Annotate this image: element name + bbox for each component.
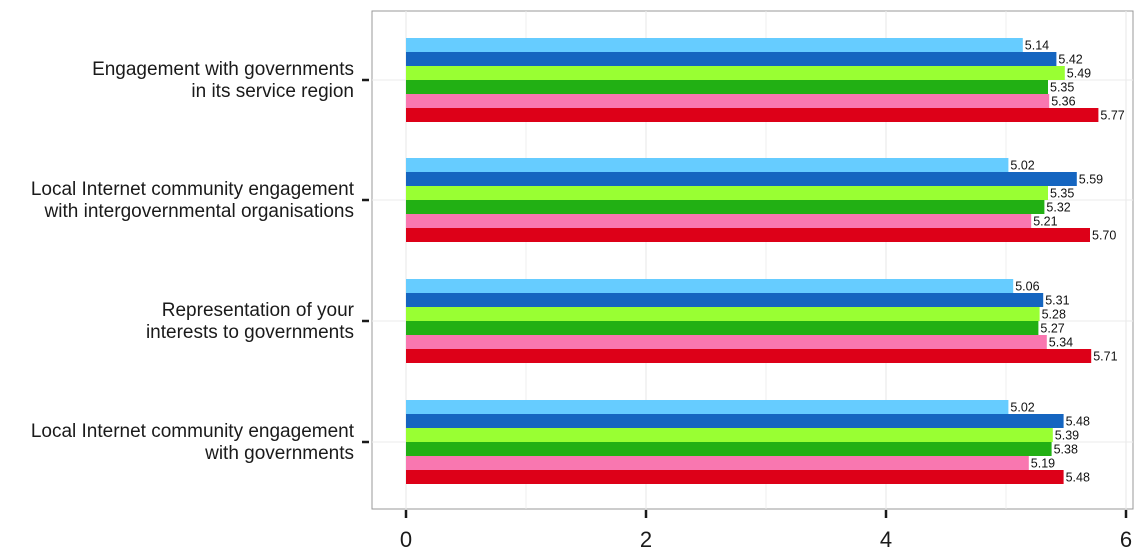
bar bbox=[406, 349, 1092, 363]
category-label: Representation of your bbox=[162, 300, 355, 321]
x-tick-label: 4 bbox=[880, 527, 892, 552]
bar bbox=[406, 321, 1039, 335]
bar bbox=[406, 414, 1064, 428]
bar-value-label: 5.21 bbox=[1033, 215, 1057, 229]
bar-value-label: 5.34 bbox=[1049, 336, 1073, 350]
bar bbox=[406, 400, 1009, 414]
bar bbox=[406, 80, 1048, 94]
bar bbox=[406, 228, 1090, 242]
bar-value-label: 5.02 bbox=[1010, 159, 1034, 173]
bar bbox=[406, 94, 1050, 108]
bar-value-label: 5.27 bbox=[1040, 322, 1064, 336]
bar bbox=[406, 214, 1032, 228]
bar-value-label: 5.48 bbox=[1066, 471, 1090, 485]
bar-value-label: 5.71 bbox=[1093, 350, 1117, 364]
bar-value-label: 5.48 bbox=[1066, 415, 1090, 429]
bar-value-label: 5.36 bbox=[1051, 95, 1075, 109]
bar-value-label: 5.77 bbox=[1100, 109, 1124, 123]
bar bbox=[406, 307, 1040, 321]
category-label: with intergovernmental organisations bbox=[44, 201, 354, 222]
bar bbox=[406, 442, 1052, 456]
category-label: Local Internet community engagement bbox=[31, 421, 355, 442]
category-label: with governments bbox=[204, 443, 354, 464]
bar-value-label: 5.31 bbox=[1045, 294, 1069, 308]
bar bbox=[406, 293, 1044, 307]
bar bbox=[406, 200, 1045, 214]
bar-value-label: 5.49 bbox=[1067, 67, 1091, 81]
bar-value-label: 5.19 bbox=[1031, 457, 1055, 471]
bar bbox=[406, 158, 1009, 172]
category-label: interests to governments bbox=[146, 322, 354, 343]
bar bbox=[406, 279, 1014, 293]
bar-value-label: 5.02 bbox=[1010, 401, 1034, 415]
bar bbox=[406, 186, 1048, 200]
bar-value-label: 5.59 bbox=[1079, 173, 1103, 187]
x-tick-label: 6 bbox=[1120, 527, 1132, 552]
bar-value-label: 5.06 bbox=[1015, 280, 1039, 294]
bar bbox=[406, 470, 1064, 484]
bar bbox=[406, 335, 1047, 349]
bar-value-label: 5.32 bbox=[1046, 201, 1070, 215]
bar bbox=[406, 52, 1057, 66]
x-tick-label: 2 bbox=[640, 527, 652, 552]
bar bbox=[406, 38, 1023, 52]
x-tick-label: 0 bbox=[400, 527, 412, 552]
bar-value-label: 5.38 bbox=[1054, 443, 1078, 457]
bar bbox=[406, 108, 1099, 122]
bar-value-label: 5.39 bbox=[1055, 429, 1079, 443]
category-label: Engagement with governments bbox=[92, 59, 354, 80]
category-label: in its service region bbox=[191, 81, 354, 102]
bar-value-label: 5.35 bbox=[1050, 81, 1074, 95]
bar-value-label: 5.28 bbox=[1042, 308, 1066, 322]
bar-value-label: 5.35 bbox=[1050, 187, 1074, 201]
bar-value-label: 5.14 bbox=[1025, 39, 1049, 53]
bar bbox=[406, 172, 1077, 186]
category-label: Local Internet community engagement bbox=[31, 179, 355, 200]
bar bbox=[406, 428, 1053, 442]
bar bbox=[406, 456, 1029, 470]
bar-value-label: 5.42 bbox=[1058, 53, 1082, 67]
bar-value-label: 5.70 bbox=[1092, 229, 1116, 243]
bar bbox=[406, 66, 1065, 80]
